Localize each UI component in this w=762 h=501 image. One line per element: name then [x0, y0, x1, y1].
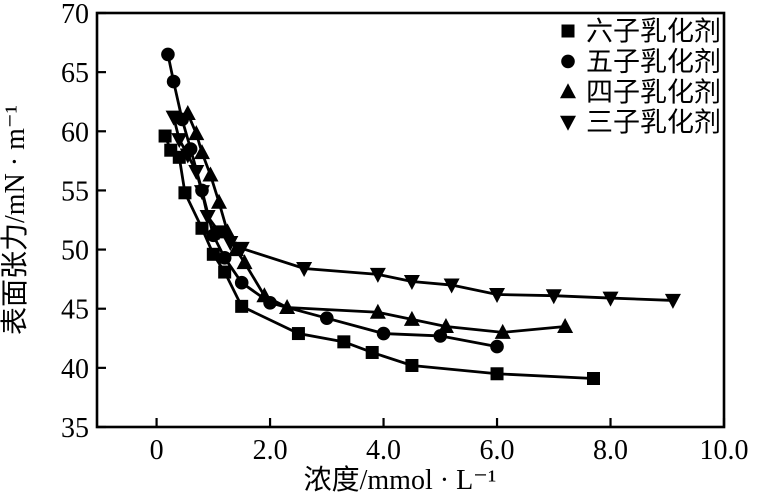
- data-point-triangle-up: [403, 310, 420, 326]
- y-tick-label: 65: [61, 58, 89, 89]
- y-tick-label: 50: [61, 236, 89, 267]
- data-point-circle: [490, 339, 504, 354]
- data-point-circle: [161, 47, 175, 62]
- data-point-triangle-down: [199, 209, 216, 225]
- data-point-triangle-down: [210, 225, 227, 241]
- data-point-circle: [320, 311, 334, 325]
- data-point-triangle-up: [202, 166, 219, 182]
- data-point-circle: [561, 54, 575, 69]
- y-tick-label: 45: [61, 295, 89, 326]
- data-point-triangle-down: [443, 278, 460, 294]
- data-point-triangle-down: [369, 267, 386, 283]
- data-point-circle: [166, 74, 181, 89]
- data-point-square: [158, 129, 172, 143]
- y-tick-label: 60: [61, 117, 89, 148]
- data-point-triangle-up: [369, 303, 386, 319]
- data-point-triangle-down: [165, 110, 182, 126]
- data-point-triangle-down: [179, 148, 196, 164]
- data-point-triangle-up: [256, 287, 273, 303]
- legend-label: 五子乳化剂: [586, 47, 721, 77]
- data-point-triangle-up: [557, 317, 574, 333]
- y-tick-label: 40: [61, 354, 89, 385]
- plot-frame: [95, 11, 726, 429]
- data-point-square: [291, 327, 305, 341]
- x-tick-label: 2.0: [253, 435, 288, 466]
- y-axis-title: 表面张力/mN · m⁻¹: [0, 105, 31, 335]
- data-point-circle: [376, 326, 391, 341]
- data-point-square: [405, 358, 419, 372]
- x-tick-label: 8.0: [593, 435, 628, 466]
- legend-label: 三子乳化剂: [586, 108, 721, 138]
- x-tick-label: 10.0: [700, 435, 749, 466]
- data-point-triangle-down: [171, 133, 188, 149]
- legend-label: 六子乳化剂: [586, 17, 721, 47]
- y-tick-label: 55: [61, 176, 89, 207]
- x-tick-label: 6.0: [480, 435, 515, 466]
- data-point-square: [235, 299, 249, 313]
- data-point-triangle-down: [296, 261, 313, 277]
- data-point-triangle-up: [210, 193, 227, 209]
- data-point-triangle-up: [494, 323, 511, 339]
- data-point-square: [337, 335, 351, 349]
- data-point-triangle-up: [193, 144, 210, 160]
- data-point-triangle-down: [489, 288, 506, 304]
- y-tick-label: 35: [61, 413, 89, 444]
- data-point-triangle-down: [664, 293, 681, 309]
- x-tick-label: 4.0: [366, 435, 401, 466]
- legend-label: 四子乳化剂: [586, 77, 721, 107]
- data-point-triangle-up: [437, 317, 454, 333]
- data-point-square: [586, 372, 600, 386]
- data-point-triangle-up: [188, 125, 205, 141]
- data-point-triangle-up: [236, 254, 253, 270]
- data-point-triangle-up: [279, 299, 296, 315]
- data-point-triangle-down: [545, 289, 562, 305]
- data-point-square: [206, 247, 220, 261]
- data-point-triangle-down: [222, 235, 239, 251]
- data-point-triangle-down: [188, 165, 205, 181]
- x-tick-label: 0: [150, 435, 164, 466]
- data-point-triangle-down: [193, 185, 210, 201]
- data-point-circle: [217, 251, 232, 265]
- data-point-square: [490, 367, 504, 381]
- data-point-square: [195, 221, 209, 235]
- data-point-triangle-down: [233, 241, 250, 257]
- data-point-square: [178, 186, 192, 200]
- data-point-square: [218, 265, 232, 279]
- x-axis-title: 浓度/mmol · L⁻¹: [304, 464, 497, 496]
- data-point-square: [365, 345, 379, 359]
- data-point-triangle-up: [179, 105, 196, 121]
- y-tick-label: 70: [61, 0, 89, 30]
- data-point-triangle-down: [602, 291, 619, 307]
- data-point-circle: [234, 275, 249, 290]
- data-point-triangle-down: [560, 115, 576, 131]
- data-point-square: [172, 150, 186, 164]
- data-point-triangle-down: [403, 275, 420, 291]
- plot-area: 0 2.0 4.0 6.0 8.0 10.0 35 40 45 50 55 60 65 70 六子乳化剂五子…: [61, 0, 749, 466]
- data-point-square: [561, 24, 575, 38]
- series-line-triangle-up: [186, 112, 566, 334]
- series-line-triangle-down: [172, 116, 673, 302]
- data-point-triangle-up: [560, 83, 576, 99]
